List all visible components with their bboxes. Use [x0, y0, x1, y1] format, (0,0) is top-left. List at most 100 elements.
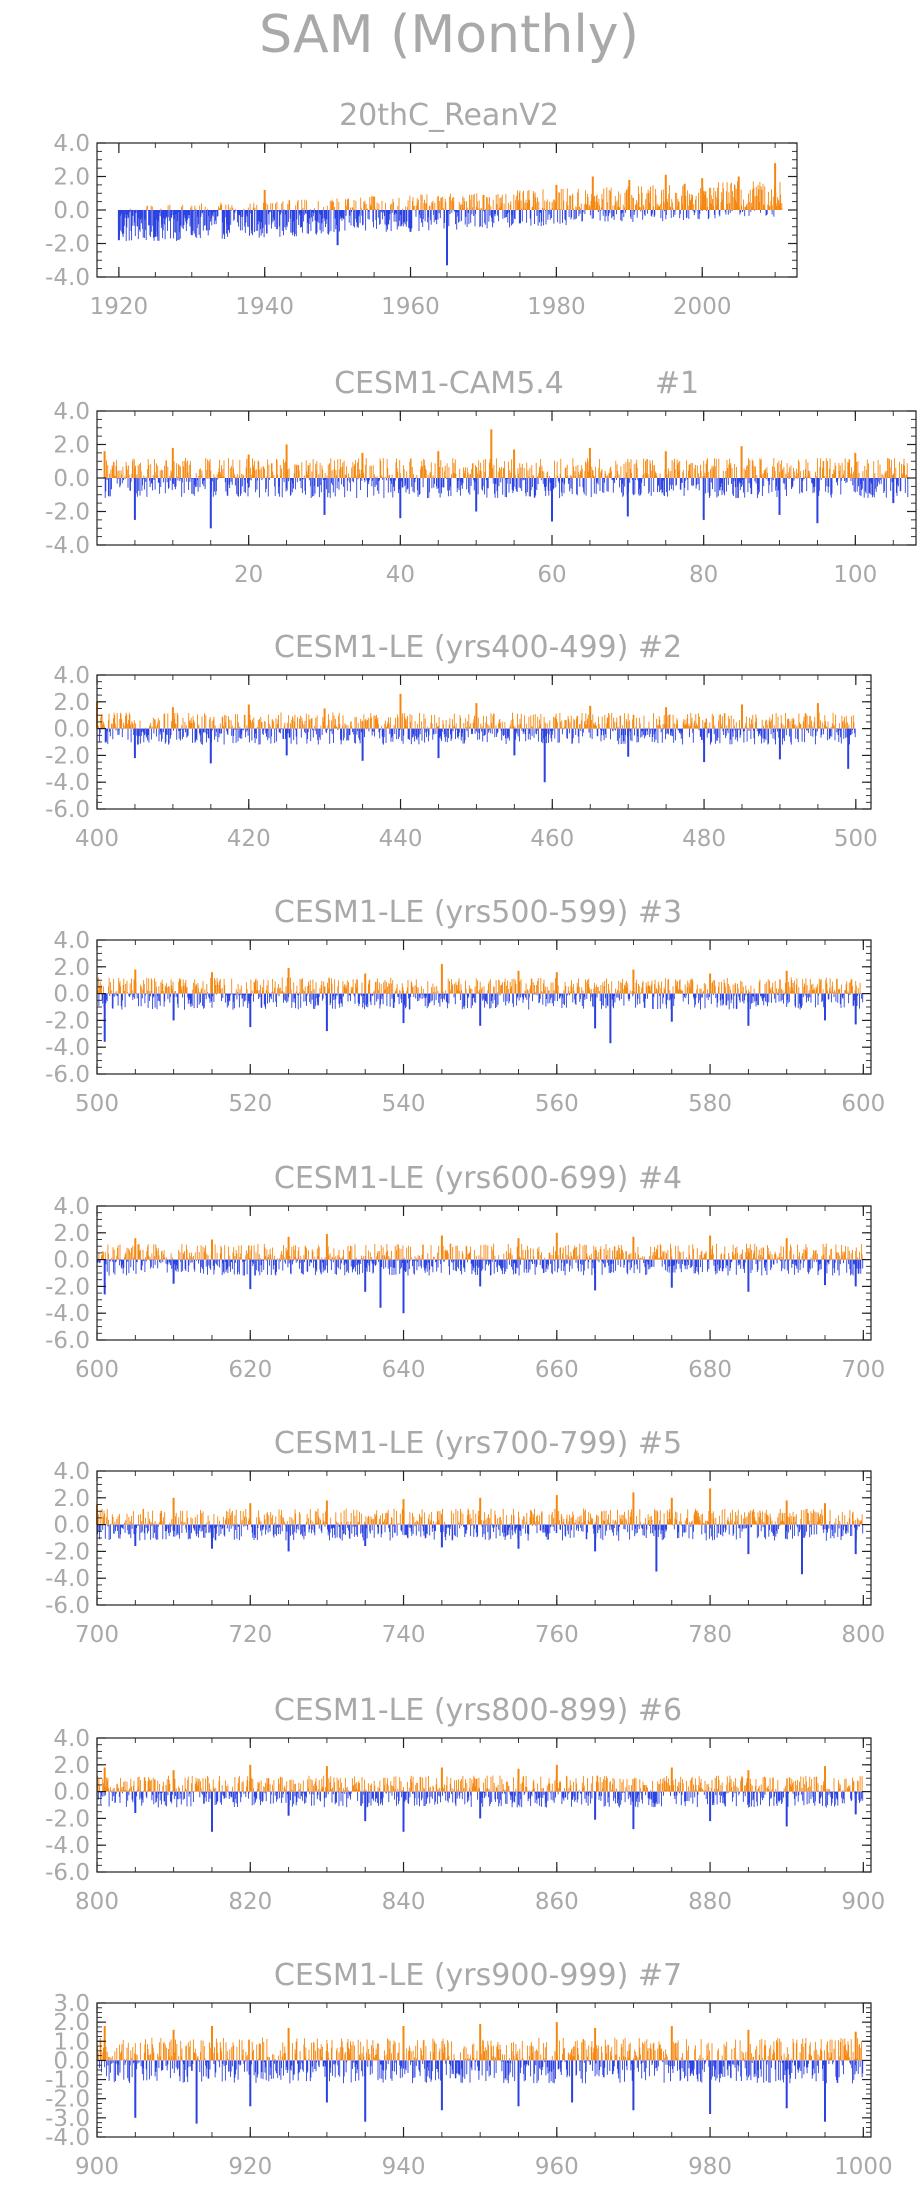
data-bar	[446, 210, 448, 266]
data-bar	[664, 174, 667, 210]
data-bar	[626, 478, 629, 517]
data-bar	[778, 478, 781, 515]
data-bar	[703, 728, 706, 763]
y-tick-label: -6.0	[45, 797, 90, 823]
data-bar	[263, 189, 266, 210]
key-bars	[117, 163, 777, 266]
data-bar	[555, 184, 558, 210]
data-bar	[518, 210, 521, 224]
data-bar	[227, 210, 230, 231]
y-tick-label: 2.0	[53, 165, 90, 191]
data-bar	[774, 163, 777, 210]
data-bar	[475, 478, 478, 512]
monthly-bars	[96, 712, 856, 745]
panel-title: CESM1-LE (yrs500-599) #3	[274, 895, 682, 930]
data-bar	[701, 178, 704, 210]
figure-title: SAM (Monthly)	[259, 5, 639, 65]
data-bar	[399, 478, 402, 519]
data-bar	[409, 210, 412, 232]
panel-title: CESM1-LE (yrs400-499) #2	[274, 630, 682, 665]
data-bar	[513, 728, 516, 756]
y-tick-label: -4.0	[45, 265, 90, 291]
y-tick-label: 4.0	[53, 663, 90, 689]
y-tick-label: -4.0	[45, 533, 90, 559]
data-bar	[361, 452, 364, 478]
data-bar	[117, 210, 120, 241]
data-bar	[171, 707, 174, 729]
data-bar	[209, 478, 212, 529]
monthly-bars	[118, 181, 783, 241]
x-tick-label: 480	[682, 826, 726, 852]
data-bar	[190, 210, 193, 236]
data-bar	[588, 447, 591, 478]
data-bar	[247, 454, 250, 478]
data-bar	[741, 704, 743, 729]
y-tick-label: 4.0	[53, 399, 90, 425]
key-bars	[103, 429, 895, 529]
x-tick-label: 420	[227, 826, 271, 852]
data-bar	[209, 728, 212, 764]
data-bar	[740, 446, 743, 478]
key-bars	[96, 693, 850, 783]
data-bar	[247, 704, 250, 729]
y-tick-label: 0.0	[53, 717, 90, 743]
data-bar	[361, 728, 364, 761]
data-bar	[482, 194, 485, 210]
sam-panel-1: CESM1-CAM5.4 #1 4.0 2.0 0.0 -2.0 -4.0 20 40 60 80 1…	[45, 366, 917, 588]
y-tick-label: 2.0	[53, 690, 90, 716]
data-bar	[816, 703, 819, 729]
sam-panel-2: CESM1-LE (yrs400-499) #2 4.02.00.0-2.0-4.…	[45, 630, 878, 852]
x-tick-label: 1960	[381, 294, 440, 320]
data-bar	[737, 176, 740, 210]
data-bar	[154, 210, 157, 237]
panel-title: CESM1-CAM5.4	[334, 366, 564, 401]
data-bar	[285, 728, 288, 756]
data-bar	[133, 728, 136, 759]
y-tick-label: -2.0	[45, 500, 90, 526]
y-tick-label: -2.0	[45, 232, 90, 258]
x-tick-label: 60	[537, 562, 566, 588]
data-bar	[437, 728, 440, 759]
x-tick-label: 1940	[235, 294, 294, 320]
data-bar	[543, 728, 546, 783]
data-bar	[513, 449, 516, 478]
data-bar	[373, 196, 376, 210]
y-tick-label: -4.0	[45, 770, 90, 796]
x-tick-label: 20	[234, 562, 263, 588]
data-bar	[103, 451, 106, 478]
data-bar	[892, 478, 895, 504]
panel-title-suffix: #1	[655, 366, 699, 401]
x-tick-label: 1920	[90, 294, 149, 320]
sam-panel-3: CESM1-LE (yrs500-599) #34.02.00.0-2.0-4.…	[45, 895, 885, 1117]
x-tick-label: 2000	[673, 294, 732, 320]
y-tick-label: 4.0	[53, 131, 90, 157]
data-bar	[665, 707, 668, 729]
data-bar	[133, 478, 136, 520]
monthly-bars	[96, 977, 864, 1010]
x-tick-label: 460	[530, 826, 574, 852]
x-tick-label: 40	[386, 562, 415, 588]
data-bar	[627, 728, 630, 757]
y-tick-label: -2.0	[45, 743, 90, 769]
data-bar	[323, 708, 326, 729]
data-bar	[589, 705, 592, 729]
data-bar	[551, 478, 553, 522]
x-tick-label: 1980	[527, 294, 586, 320]
data-bar	[323, 478, 326, 515]
x-tick-label: 400	[75, 826, 119, 852]
data-bar	[628, 179, 631, 210]
x-tick-label: 100	[833, 562, 877, 588]
panel-title: 20thC_ReanV2	[339, 98, 559, 133]
data-bar	[816, 478, 819, 524]
data-bar	[475, 703, 478, 729]
x-tick-label: 80	[689, 562, 718, 588]
data-bar	[702, 478, 705, 520]
y-tick-label: 0.0	[53, 198, 90, 224]
y-tick-label: 2.0	[53, 433, 90, 459]
data-bar	[285, 444, 288, 478]
x-tick-label: 440	[379, 826, 423, 852]
x-tick-label: 500	[834, 826, 878, 852]
